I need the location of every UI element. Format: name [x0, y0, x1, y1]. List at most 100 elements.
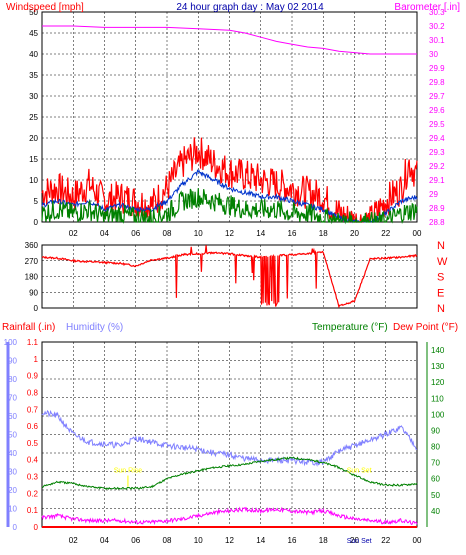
- wind-direction-line: [41, 245, 418, 309]
- climate-x-tick-label: 14: [256, 536, 265, 545]
- climate-x-tick-label: 16: [288, 536, 297, 545]
- temperature-tick-label: 80: [431, 443, 440, 452]
- wind-y-tick-label: 30: [29, 92, 38, 101]
- temperature-tick-label: 60: [431, 475, 440, 484]
- sunset-bottom-label: Sun Set: [347, 538, 372, 545]
- wind-y-tick-label: 5: [34, 197, 39, 206]
- humidity-tick-label: 90: [8, 357, 17, 366]
- humidity-tick-label: 0: [13, 523, 18, 532]
- rain-tick-label: 0.9: [27, 372, 39, 381]
- barometer-tick-label: 29.7: [429, 92, 445, 101]
- wind-x-tick-label: 20: [350, 229, 359, 238]
- climate-x-tick-label: 04: [100, 536, 109, 545]
- barometer-tick-label: 29.1: [429, 176, 445, 185]
- rainfall-label: Rainfall (.in): [2, 322, 55, 333]
- rain-tick-label: 0.5: [27, 439, 39, 448]
- barometer-tick-label: 29.6: [429, 106, 445, 115]
- compass-label: N: [437, 303, 445, 315]
- wind-series-average: [41, 169, 418, 224]
- barometer-tick-label: 28.8: [429, 218, 445, 227]
- direction-y-tick-label: 180: [25, 273, 39, 282]
- wind-x-tick-label: 08: [163, 229, 172, 238]
- wind-x-tick-label: 00: [413, 229, 422, 238]
- rain-tick-label: 0: [34, 523, 39, 532]
- wind-y-tick-label: 20: [29, 134, 38, 143]
- humidity-tick-label: 30: [8, 468, 17, 477]
- barometer-label: Barometer [.in]: [394, 2, 460, 13]
- humidity-tick-label: 60: [8, 412, 17, 421]
- dewpoint-label: Dew Point (°F): [393, 322, 458, 333]
- climate-x-tick-label: 18: [319, 536, 328, 545]
- climate-x-tick-label: 20: [350, 536, 359, 545]
- rain-tick-label: 0.1: [27, 506, 39, 515]
- barometer-tick-label: 29.3: [429, 148, 445, 157]
- rain-tick-label: 1: [34, 355, 39, 364]
- temperature-tick-label: 110: [431, 394, 444, 403]
- humidity-tick-label: 10: [8, 505, 17, 514]
- barometer-tick-label: 29.8: [429, 78, 445, 87]
- rain-tick-label: 0.8: [27, 388, 39, 397]
- compass-label: E: [437, 287, 444, 299]
- direction-y-tick-label: 360: [25, 241, 39, 250]
- humidity-tick-label: 40: [8, 449, 17, 458]
- wind-x-tick-label: 04: [100, 229, 109, 238]
- wind-x-tick-label: 06: [131, 229, 140, 238]
- wind-y-tick-label: 50: [29, 8, 38, 17]
- climate-series-temperature: [41, 456, 418, 490]
- direction-y-tick-label: 270: [25, 257, 39, 266]
- wind-y-tick-label: 35: [29, 71, 38, 80]
- rain-tick-label: 0.6: [27, 422, 39, 431]
- climate-x-tick-label: 10: [194, 536, 203, 545]
- compass-label: N: [437, 240, 445, 252]
- climate-x-tick-label: 08: [163, 536, 172, 545]
- temperature-tick-label: 100: [431, 410, 445, 419]
- wind-x-tick-label: 12: [225, 229, 234, 238]
- climate-series-humidity: [41, 409, 418, 467]
- rain-tick-label: 0.2: [27, 489, 39, 498]
- barometer-tick-label: 30.2: [429, 22, 445, 31]
- humidity-label: Humidity (%): [66, 322, 123, 333]
- wind-y-tick-label: 40: [29, 50, 38, 59]
- chart-date-title: 24 hour graph day : May 02 2014: [176, 2, 324, 13]
- wind-x-tick-label: 18: [319, 229, 328, 238]
- temperature-label: Temperature (°F): [312, 322, 388, 333]
- climate-x-tick-label: 00: [413, 536, 422, 545]
- climate-x-tick-label: 22: [381, 536, 390, 545]
- barometer-tick-label: 29.9: [429, 64, 445, 73]
- climate-x-tick-label: 12: [225, 536, 234, 545]
- temperature-tick-label: 50: [431, 491, 440, 500]
- humidity-tick-label: 80: [8, 375, 17, 384]
- wind-x-tick-label: 14: [256, 229, 265, 238]
- temperature-tick-label: 120: [431, 378, 445, 387]
- humidity-tick-label: 70: [8, 394, 17, 403]
- direction-y-tick-label: 0: [34, 304, 39, 313]
- wind-x-tick-label: 10: [194, 229, 203, 238]
- wind-y-tick-label: 15: [29, 155, 38, 164]
- wind-y-tick-label: 10: [29, 176, 38, 185]
- wind-x-tick-label: 16: [288, 229, 297, 238]
- wind-y-tick-label: 45: [29, 29, 38, 38]
- climate-x-tick-label: 02: [69, 536, 78, 545]
- barometer-tick-label: 30.3: [429, 8, 445, 17]
- temperature-tick-label: 70: [431, 459, 440, 468]
- rain-tick-label: 0.3: [27, 473, 39, 482]
- wind-y-tick-label: 25: [29, 113, 38, 122]
- rain-tick-label: 0.4: [27, 456, 39, 465]
- climate-series-dewpoint: [41, 506, 418, 526]
- temperature-tick-label: 140: [431, 346, 445, 355]
- wind-x-tick-label: 22: [381, 229, 390, 238]
- sunset-label: Sun Set: [347, 467, 372, 474]
- wind-x-tick-label: 02: [69, 229, 78, 238]
- humidity-tick-label: 100: [4, 338, 18, 347]
- wind-y-tick-label: 0: [34, 218, 39, 227]
- barometer-tick-label: 29.4: [429, 134, 445, 143]
- barometer-tick-label: 30: [429, 50, 438, 59]
- rain-tick-label: 1.1: [27, 338, 39, 347]
- temperature-tick-label: 130: [431, 362, 445, 371]
- wind-series-minimum: [41, 188, 418, 225]
- temperature-tick-label: 40: [431, 507, 440, 516]
- climate-x-tick-label: 06: [131, 536, 140, 545]
- humidity-tick-label: 50: [8, 431, 17, 440]
